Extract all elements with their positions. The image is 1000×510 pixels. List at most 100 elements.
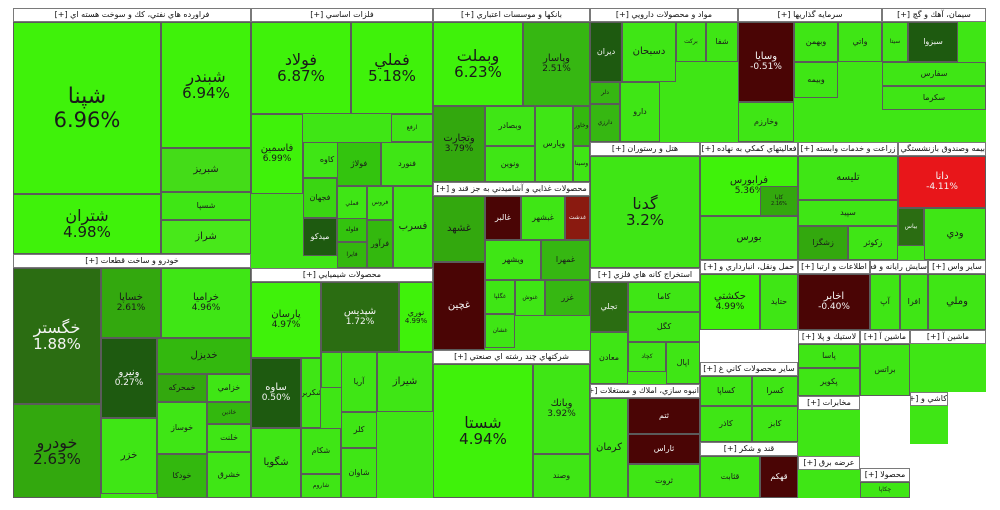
sector-header[interactable]: اطلاعات و ارتبا [+] [798, 260, 870, 274]
stock-tile[interactable]: غدشت [565, 196, 590, 240]
sector-header[interactable]: قند و شكر [+] [700, 442, 798, 456]
stock-tile[interactable]: پكوير [798, 368, 860, 396]
stock-tile[interactable]: اخابر -0.40% [798, 274, 870, 330]
stock-tile[interactable]: زكوثر [848, 226, 898, 260]
stock-tile[interactable]: نوري 4.99% [399, 282, 433, 352]
stock-tile[interactable]: افرا [900, 274, 928, 330]
stock-tile[interactable]: پاسا [798, 344, 860, 368]
stock-tile[interactable]: سپيد [798, 200, 898, 226]
stock-tile[interactable]: وبانك 3.92% [533, 364, 590, 454]
stock-tile[interactable]: سفارس [882, 62, 986, 86]
stock-tile[interactable]: ودي [924, 208, 986, 260]
sector-header[interactable]: مواد و محصولات دارويي [+] [590, 8, 738, 22]
sector-header[interactable]: انبوه سازي، املاك و مستغلات [+] [590, 384, 700, 398]
sector-header[interactable]: شركتهاي چند رشته اي صنعتي [+] [433, 350, 590, 364]
stock-tile[interactable]: خاذين [207, 402, 251, 424]
stock-tile[interactable]: ارفع [391, 114, 433, 142]
stock-tile[interactable]: شستا 4.94% [433, 364, 533, 498]
stock-tile[interactable]: فايرا [337, 242, 367, 268]
stock-tile[interactable]: وتجارت 3.79% [433, 106, 485, 182]
stock-tile[interactable]: فرآور [367, 220, 393, 268]
sector-header[interactable]: محصولا [+] [860, 468, 910, 482]
stock-tile[interactable]: حكشتي 4.99% [700, 274, 760, 330]
stock-tile[interactable]: وسينا [573, 146, 590, 182]
stock-tile[interactable]: خودكا [157, 454, 207, 498]
stock-tile[interactable]: شگويا [251, 428, 301, 498]
stock-tile[interactable]: وبصادر [485, 106, 535, 146]
sector-header[interactable]: بيمه وصندوق بازنشستگي [+] [898, 142, 986, 156]
sector-header[interactable]: مخابرات [+] [798, 396, 860, 410]
stock-tile[interactable]: خشرق [207, 452, 251, 498]
stock-tile[interactable]: فروس [367, 186, 393, 220]
sector-header[interactable]: زراعت و خدمات وابسته [+] [798, 142, 898, 156]
stock-tile[interactable]: فملي 5.18% [351, 22, 433, 114]
stock-tile[interactable]: كسرا [752, 376, 798, 406]
stock-tile[interactable]: كلر [341, 412, 377, 448]
stock-tile[interactable]: سبزوا [908, 22, 958, 62]
stock-tile[interactable]: فنورد [381, 142, 433, 186]
stock-tile[interactable]: وبملت 6.23% [433, 22, 523, 106]
stock-tile[interactable]: اپال [666, 342, 700, 384]
stock-tile[interactable]: خوساز [157, 402, 207, 454]
stock-tile[interactable]: دلر [590, 82, 620, 104]
stock-tile[interactable]: غشهد [433, 196, 485, 262]
sector-header[interactable]: خودرو و ساخت قطعات [+] [13, 254, 251, 268]
stock-tile[interactable]: وسايا -0.51% [738, 22, 794, 102]
stock-tile[interactable]: شبندر 6.94% [161, 22, 251, 148]
stock-tile[interactable]: بركت [676, 22, 706, 62]
stock-tile[interactable]: فلوله [337, 218, 367, 242]
stock-tile[interactable]: واتي [838, 22, 882, 62]
stock-tile[interactable]: غبشهر [521, 196, 565, 240]
stock-tile[interactable]: معادن [590, 332, 628, 384]
stock-tile[interactable]: كساپا [700, 376, 752, 406]
stock-tile[interactable]: شاروم [301, 474, 341, 498]
stock-tile[interactable]: خراميا 4.96% [161, 268, 251, 338]
stock-tile[interactable]: وملي [928, 274, 986, 330]
stock-tile[interactable]: زشگزا [798, 226, 848, 260]
stock-tile[interactable]: شراز [161, 220, 251, 254]
sector-header[interactable]: كاشي و [+] [910, 392, 948, 406]
sector-header[interactable]: عرضه برق [+] [798, 456, 860, 470]
stock-tile[interactable]: ثتم [628, 398, 700, 434]
stock-tile[interactable]: وبهمن [794, 22, 838, 62]
stock-tile[interactable]: دارزي [590, 104, 620, 142]
stock-tile[interactable]: غچين [433, 262, 485, 350]
stock-tile[interactable]: غزر [545, 280, 590, 316]
stock-tile[interactable]: ديران [590, 22, 622, 82]
sector-header[interactable]: سايش رايانه و فعا [+] [870, 260, 928, 274]
sector-header[interactable]: هتل و رستوران [+] [590, 142, 700, 156]
stock-tile[interactable]: قثابت [700, 456, 760, 498]
sector-header[interactable]: محصولات غذايي و آشاميدني به جز قند و [+] [433, 182, 590, 196]
stock-tile[interactable]: كاما [628, 282, 700, 312]
stock-tile[interactable]: وخارزم [738, 102, 794, 142]
stock-tile[interactable]: خزر [101, 418, 157, 494]
stock-tile[interactable]: چكاپا [860, 482, 910, 498]
stock-tile[interactable]: شپديس 1.72% [321, 282, 399, 352]
stock-tile[interactable]: بورس [700, 216, 798, 260]
stock-tile[interactable]: خزامي [207, 374, 251, 402]
stock-tile[interactable]: شفا [706, 22, 738, 62]
stock-tile[interactable]: دانا -4.11% [898, 156, 986, 208]
stock-tile[interactable]: خساپا 2.61% [101, 268, 161, 338]
stock-tile[interactable]: ثروت [628, 464, 700, 498]
stock-tile[interactable]: وپاسار 2.51% [523, 22, 590, 106]
stock-tile[interactable]: شپنا 6.96% [13, 22, 161, 194]
stock-tile[interactable]: شيراز [377, 352, 433, 412]
stock-tile[interactable]: كاذر [700, 406, 752, 442]
stock-tile[interactable]: ويشهر [485, 240, 541, 280]
sector-header[interactable]: ماشين آ [+] [910, 330, 986, 344]
stock-tile[interactable]: ساوه 0.50% [251, 358, 301, 428]
stock-tile[interactable]: شاوان [341, 448, 377, 498]
stock-tile[interactable]: فجهان [303, 178, 337, 218]
stock-tile[interactable]: پارسان 4.97% [251, 282, 321, 358]
stock-tile[interactable]: سيتا [882, 22, 908, 62]
stock-tile[interactable]: خديزل [157, 338, 251, 374]
stock-tile[interactable]: گدنا 3.2% [590, 156, 700, 268]
stock-tile[interactable]: تليسه [798, 156, 898, 200]
stock-tile[interactable]: غشان [485, 314, 515, 348]
stock-tile[interactable]: وبيمه [794, 62, 838, 98]
stock-tile[interactable]: تجلي [590, 282, 628, 332]
sector-header[interactable]: محصولات شيميايي [+] [251, 268, 433, 282]
stock-tile[interactable]: كچاد [628, 342, 666, 372]
sector-header[interactable]: لاستيك و پلا [+] [798, 330, 860, 344]
